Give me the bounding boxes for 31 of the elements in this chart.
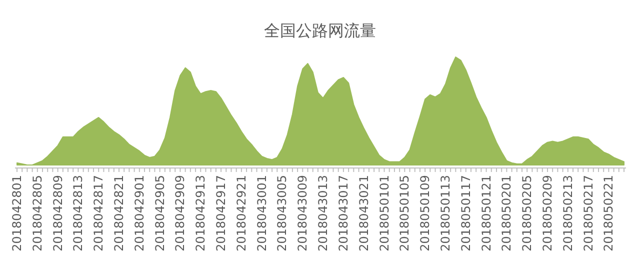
x-tick-label: 2018050213 <box>560 175 575 252</box>
x-tick-label: 2018050209 <box>540 175 554 252</box>
x-tick-label: 2018042817 <box>92 175 106 252</box>
x-tick-label: 2018043013 <box>316 175 330 252</box>
x-tick-label: 2018050109 <box>418 175 432 252</box>
x-tick-label: 2018042801 <box>10 175 24 252</box>
x-tick-label: 2018042805 <box>30 175 44 252</box>
x-tick-label: 2018050101 <box>377 175 392 252</box>
x-tick-label: 2018050121 <box>479 175 494 252</box>
x-tick-label: 2018050201 <box>500 175 514 252</box>
x-tick-label: 2018050117 <box>458 175 473 252</box>
x-tick-label: 2018042809 <box>50 175 65 252</box>
x-tick-label: 2018050205 <box>520 175 534 252</box>
x-tick-label: 2018050221 <box>602 175 616 252</box>
x-tick-label: 2018043009 <box>296 175 310 252</box>
x-tick-label: 2018043001 <box>254 175 269 252</box>
x-tick-label: 2018043021 <box>356 175 371 252</box>
x-tick-label: 2018050105 <box>398 175 412 252</box>
x-tick-label: 2018042813 <box>71 175 86 252</box>
x-tick-label: 2018043005 <box>275 175 290 252</box>
x-tick-label: 2018042905 <box>152 175 167 252</box>
x-tick-label: 2018042921 <box>234 175 248 252</box>
chart-title: 全国公路网流量 <box>264 21 376 40</box>
x-tick-label: 2018042917 <box>214 175 228 252</box>
x-tick-label: 2018042909 <box>173 175 188 252</box>
x-tick-label: 2018043017 <box>336 175 350 252</box>
x-tick-label: 2018042913 <box>194 175 208 252</box>
x-tick-label: 2018042901 <box>132 175 146 252</box>
x-tick-label: 2018042821 <box>112 175 126 252</box>
x-tick-label: 2018050113 <box>438 175 452 252</box>
x-tick-label: 2018050217 <box>581 175 596 252</box>
